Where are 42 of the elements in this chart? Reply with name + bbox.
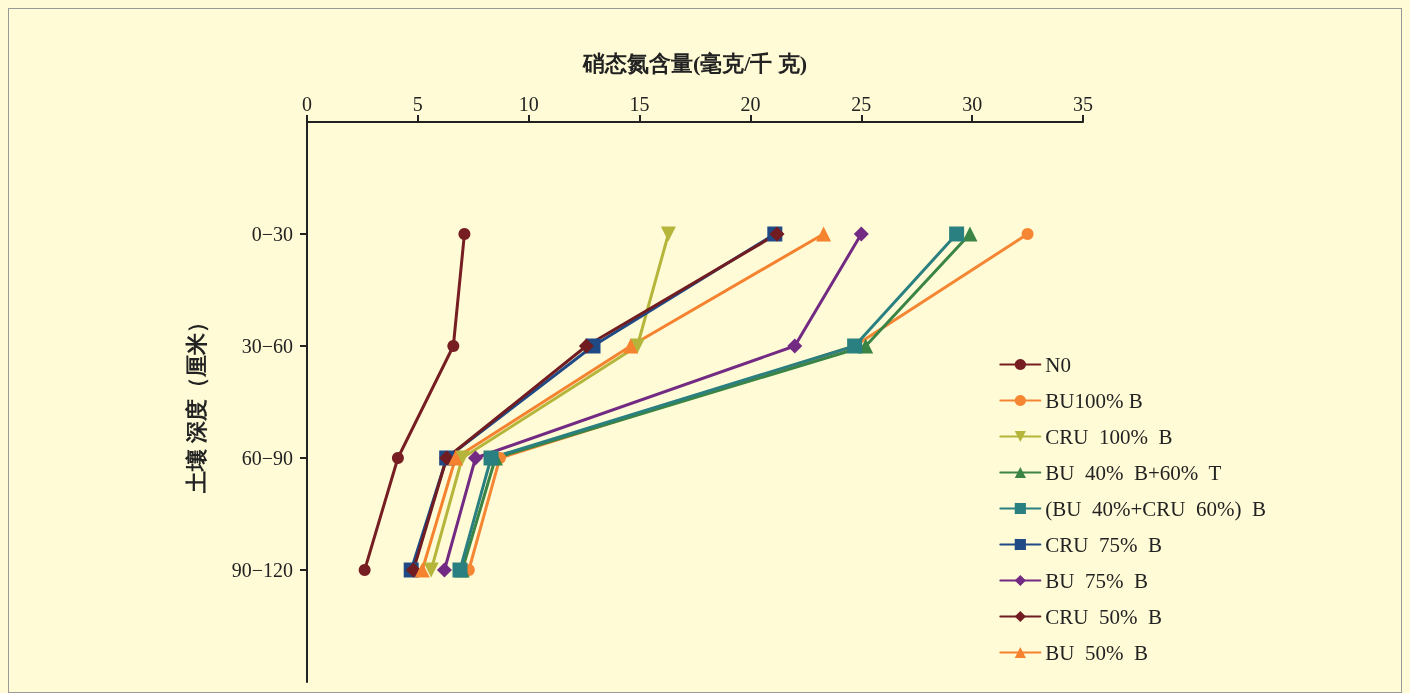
point <box>358 564 371 576</box>
point <box>483 450 499 466</box>
point <box>448 450 464 466</box>
x-tick-label: 15 <box>629 93 650 115</box>
point <box>962 226 978 242</box>
legend-label: CRU 75% B <box>1045 532 1163 557</box>
legend-label: BU100% B <box>1045 388 1143 413</box>
x-tick-label: 35 <box>1073 93 1093 115</box>
point <box>458 228 471 240</box>
point <box>787 338 803 354</box>
legend-label: N0 <box>1045 352 1071 377</box>
point <box>578 338 594 354</box>
point <box>414 562 430 578</box>
x-tick-label: 0 <box>302 93 312 115</box>
point <box>660 226 676 242</box>
x-tick-label: 5 <box>412 93 423 115</box>
legend-label: BU 50% B <box>1045 640 1149 665</box>
y-tick-label: 90−120 <box>231 559 293 581</box>
x-axis-title: 硝态氮含量(毫克/千 克) <box>581 50 808 76</box>
point <box>1021 228 1034 240</box>
legend-label: CRU 100% B <box>1045 424 1173 449</box>
y-tick-label: 60−90 <box>241 447 293 469</box>
legend-label: (BU 40%+CRU 60%) B <box>1045 496 1267 521</box>
y-tick-label: 30−60 <box>241 335 293 357</box>
point <box>436 562 452 578</box>
point <box>447 340 460 352</box>
point <box>623 338 639 354</box>
y-tick-label: 0−30 <box>251 223 293 245</box>
x-tick-label: 10 <box>518 93 539 115</box>
legend-label: BU 75% B <box>1045 568 1149 593</box>
y-axis-title: 土壤 深度（厘米） <box>183 311 209 494</box>
point <box>816 226 832 242</box>
x-tick-label: 30 <box>962 93 983 115</box>
x-tick-label: 25 <box>851 93 872 115</box>
x-tick-label: 20 <box>740 93 761 115</box>
point <box>853 226 869 242</box>
legend-label: CRU 50% B <box>1045 604 1163 629</box>
legend-label: BU 40% B+60% T <box>1045 460 1222 485</box>
point <box>423 562 439 578</box>
point <box>391 452 404 464</box>
point <box>949 226 965 242</box>
point <box>468 450 483 466</box>
